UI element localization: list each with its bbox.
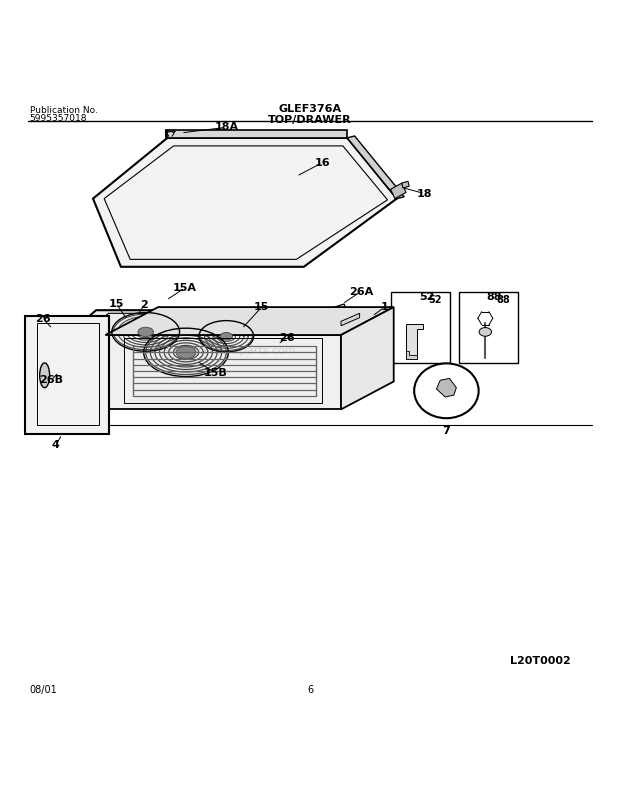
Text: 2: 2 (140, 300, 148, 310)
Polygon shape (406, 324, 423, 359)
Text: 52: 52 (428, 295, 441, 306)
Text: 15: 15 (109, 299, 124, 309)
Text: 1: 1 (381, 302, 388, 312)
Polygon shape (402, 181, 409, 188)
Polygon shape (341, 314, 360, 326)
Text: 4: 4 (52, 441, 60, 450)
Ellipse shape (220, 333, 232, 340)
Text: 88: 88 (496, 295, 510, 306)
Text: Publication No.: Publication No. (30, 106, 97, 114)
Ellipse shape (138, 327, 153, 337)
Polygon shape (167, 130, 347, 138)
Polygon shape (436, 379, 456, 397)
Ellipse shape (40, 363, 50, 387)
Text: 6: 6 (307, 684, 313, 695)
Polygon shape (347, 136, 404, 198)
Polygon shape (105, 307, 394, 335)
Bar (459, 291, 518, 363)
Text: 26: 26 (278, 333, 294, 343)
Polygon shape (93, 138, 397, 267)
Text: 18A: 18A (215, 122, 238, 133)
Polygon shape (406, 350, 417, 359)
Text: 26: 26 (35, 314, 51, 325)
Text: 5995357018: 5995357018 (30, 114, 87, 123)
Polygon shape (341, 307, 394, 410)
Text: 16: 16 (314, 158, 330, 168)
Text: ereplacementparts.com: ereplacementparts.com (162, 345, 296, 356)
Text: GLEF376A: GLEF376A (278, 104, 342, 114)
Ellipse shape (414, 364, 479, 418)
Text: TOP/DRAWER: TOP/DRAWER (268, 115, 352, 125)
Text: L20T0002: L20T0002 (510, 656, 570, 665)
Text: 15B: 15B (204, 368, 228, 379)
Text: 15A: 15A (173, 283, 197, 293)
Bar (391, 291, 450, 363)
Ellipse shape (176, 346, 196, 358)
Ellipse shape (479, 328, 492, 336)
Polygon shape (26, 366, 268, 372)
Polygon shape (26, 329, 73, 338)
Text: 7: 7 (443, 426, 450, 436)
Text: 52: 52 (419, 291, 434, 302)
Polygon shape (105, 335, 341, 410)
Text: 26B: 26B (39, 376, 63, 385)
Polygon shape (40, 310, 353, 359)
Text: 08/01: 08/01 (30, 684, 58, 695)
Text: 15: 15 (254, 302, 269, 312)
Polygon shape (294, 304, 347, 328)
Text: 18: 18 (417, 189, 433, 198)
Polygon shape (391, 183, 406, 198)
Text: 88: 88 (487, 291, 502, 302)
Text: 26A: 26A (348, 287, 373, 297)
Polygon shape (25, 316, 108, 434)
